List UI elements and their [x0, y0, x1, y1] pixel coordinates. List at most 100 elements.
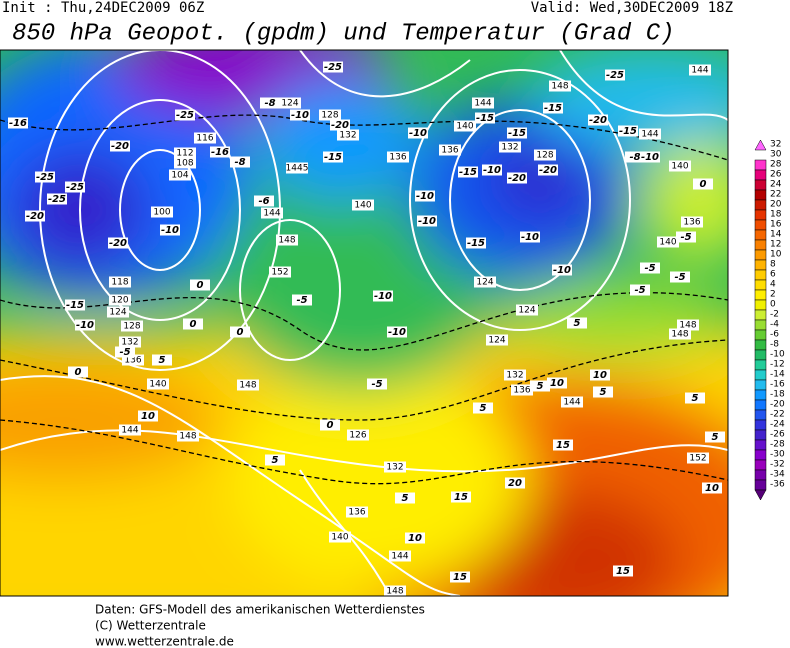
- geopotential-label-box: [504, 369, 526, 381]
- geopotential-label-box: [384, 461, 406, 473]
- geopotential-label-box: [276, 234, 298, 246]
- temperature-label: -8: [264, 98, 275, 109]
- geopotential-label-box: [561, 396, 583, 408]
- temperature-label: 0: [237, 327, 244, 338]
- geopotential-label: 144: [691, 66, 708, 76]
- colorbar-label: 8: [770, 260, 776, 270]
- temperature-label: -5: [296, 295, 307, 306]
- geopotential-label-box: [286, 162, 308, 174]
- geopotential-label-box: [474, 276, 496, 288]
- temperature-label-box: [65, 181, 85, 193]
- temperature-label-box: [138, 410, 158, 422]
- temperature-label-box: [553, 439, 573, 451]
- geopotential-label: 124: [518, 306, 535, 316]
- geopotential-label: 148: [278, 236, 295, 246]
- colorbar-label: -8: [770, 340, 779, 350]
- geopotential-label: 124: [476, 278, 493, 288]
- colorbar-swatch: [754, 269, 767, 281]
- temperature-label-box: [47, 193, 67, 205]
- contour-labels: 1241281321161121081041001445144148152140…: [8, 61, 725, 596]
- geopotential-label-box: [261, 207, 283, 219]
- temperature-label-box: [415, 190, 435, 202]
- map-area: 1241281321161121081041001445144148152140…: [0, 50, 728, 596]
- colorbar-label: -10: [770, 350, 785, 360]
- temperature-label-box: [547, 377, 567, 389]
- temperature-contours: [0, 114, 728, 485]
- temperature-label: -20: [109, 238, 127, 249]
- geopotential-label: 120: [111, 296, 128, 306]
- temperature-label-box: [466, 237, 486, 249]
- geopotential-label-box: [511, 384, 533, 396]
- colorbar-label: 24: [770, 180, 782, 190]
- temperature-label: 5: [272, 455, 279, 466]
- temperature-label: -25: [66, 182, 84, 193]
- colorbar-label: 28: [770, 160, 782, 170]
- geopotential-label: 140: [671, 162, 688, 172]
- geopotential-label: 140: [456, 122, 473, 132]
- temperature-label-box: [190, 279, 210, 291]
- temperature-label: 10: [141, 411, 155, 422]
- geopotential-label-box: [107, 306, 129, 318]
- temperature-label: -15: [619, 126, 637, 137]
- footer-copyright: (C) Wetterzentrale: [95, 619, 206, 633]
- temperature-label: -25: [48, 194, 66, 205]
- map-frame: [0, 49, 729, 597]
- colorbar-label: -30: [770, 450, 785, 460]
- temperature-label: -5: [644, 263, 655, 274]
- geopotential-label: 140: [331, 533, 348, 543]
- temperature-label-box: [387, 326, 407, 338]
- geopotential-label-box: [454, 120, 476, 132]
- temperature-label: -15: [544, 103, 562, 114]
- geopotential-label-box: [319, 109, 341, 121]
- temperature-label-box: [408, 127, 428, 139]
- temperature-label-box: [590, 369, 610, 381]
- colorbar-label: 26: [770, 170, 782, 180]
- colorbar-label: 22: [770, 190, 781, 200]
- temperature-label: -15: [459, 167, 477, 178]
- temperature-label-box: [115, 346, 135, 358]
- colorbar-label: -36: [770, 480, 785, 490]
- temperature-label-box: [507, 172, 527, 184]
- temperature-label-box: [475, 112, 495, 124]
- geopotential-label: 136: [441, 146, 458, 156]
- colorbar-swatch: [754, 449, 767, 461]
- colorbar-label: 4: [770, 280, 776, 290]
- geopotential-label-box: [269, 266, 291, 278]
- colorbar-swatch: [754, 229, 767, 241]
- temperature-label-box: [530, 380, 550, 392]
- geopotential-label-box: [657, 236, 679, 248]
- colorbar-label: -14: [770, 370, 785, 380]
- colorbar-label: -32: [770, 460, 785, 470]
- temperature-label: -16: [9, 118, 27, 129]
- colorbar-label: -20: [770, 400, 785, 410]
- temperature-label-box: [505, 477, 525, 489]
- temperature-label: 5: [600, 387, 607, 398]
- geopotential-label: 128: [536, 151, 553, 161]
- geopotential-label-box: [639, 128, 661, 140]
- geopotential-label: 144: [121, 426, 138, 436]
- temperature-label: -25: [36, 172, 54, 183]
- colorbar-swatch: [754, 409, 767, 421]
- geopotential-label-box: [337, 129, 359, 141]
- geopotential-label-box: [677, 319, 699, 331]
- colorbar-swatch: [754, 299, 767, 311]
- temperature-label: -5: [674, 272, 685, 283]
- colorbar-label: 20: [770, 200, 782, 210]
- colorbar-label: 14: [770, 230, 782, 240]
- temperature-label-box: [260, 97, 280, 109]
- colorbar-label: 2: [770, 290, 776, 300]
- temperature-label-box: [8, 117, 28, 129]
- temperature-label: 15: [556, 440, 570, 451]
- geopotential-label-box: [669, 328, 691, 340]
- colorbar-swatch: [754, 279, 767, 291]
- temperature-label-box: [254, 195, 274, 207]
- colorbar-swatch: [754, 319, 767, 331]
- colorbar-label: 16: [770, 220, 782, 230]
- colorbar-swatch: [754, 219, 767, 231]
- temperature-label: 0: [327, 420, 334, 431]
- geopotential-label: 148: [179, 432, 196, 442]
- temperature-label: -8: [629, 152, 640, 163]
- temperature-label-box: [292, 294, 312, 306]
